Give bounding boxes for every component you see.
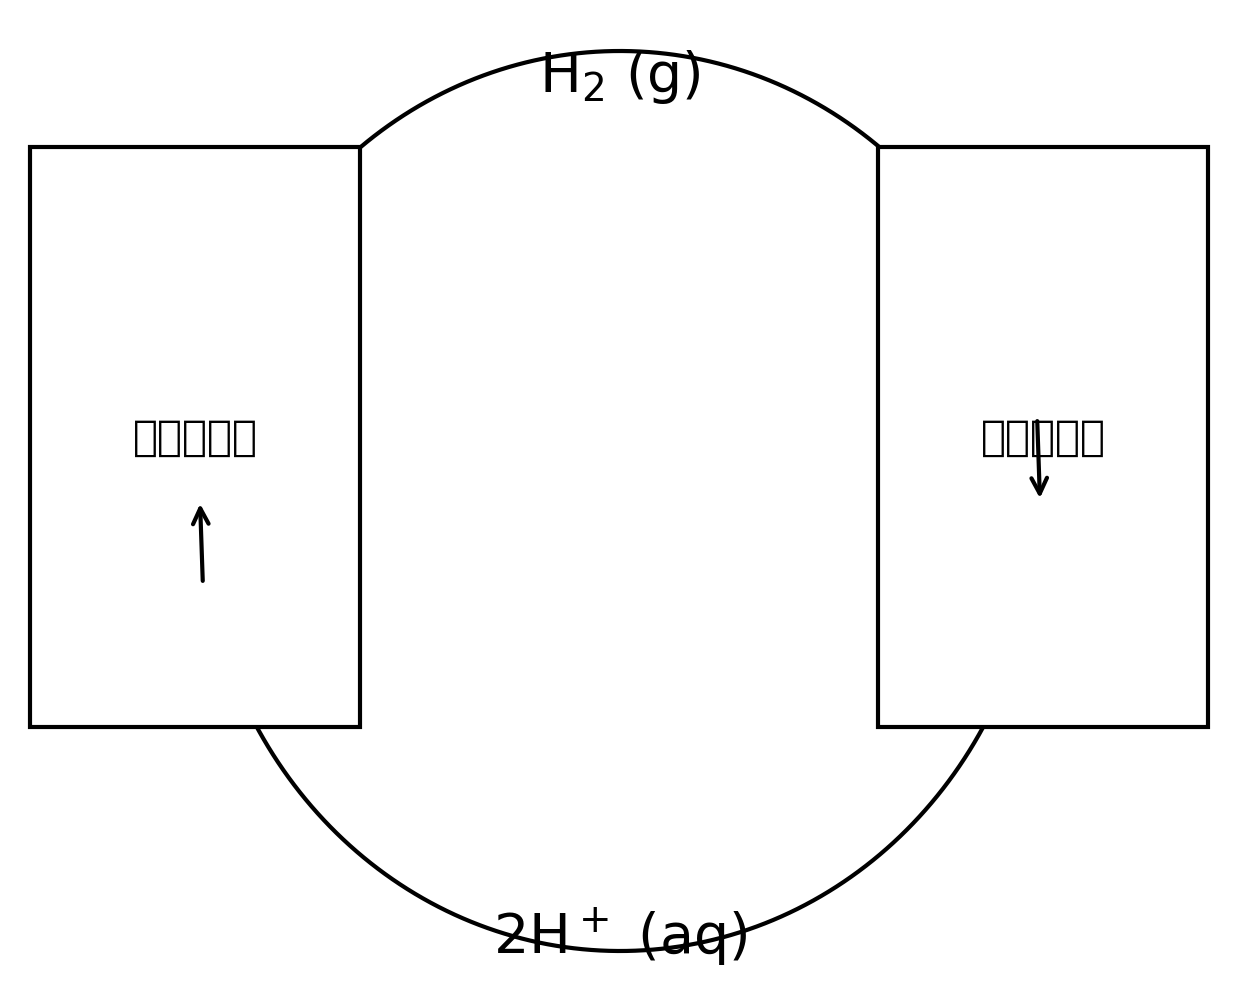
Text: 负电池电极: 负电池电极 (133, 416, 258, 458)
Text: H$_2$ (g): H$_2$ (g) (539, 48, 701, 106)
Text: 2H$^+$ (aq): 2H$^+$ (aq) (494, 905, 746, 967)
Text: 正电池电极: 正电池电极 (981, 416, 1106, 458)
Bar (878, 147, 1208, 727)
Bar (30, 147, 360, 727)
